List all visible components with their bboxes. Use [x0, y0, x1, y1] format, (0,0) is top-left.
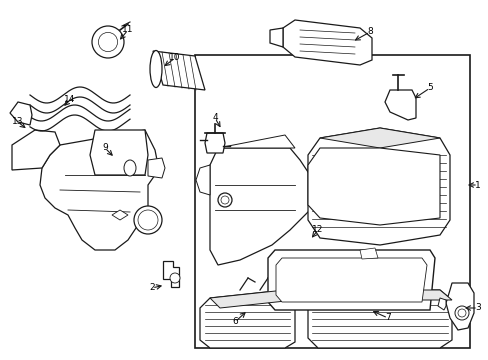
Polygon shape — [269, 28, 283, 47]
Polygon shape — [209, 148, 309, 265]
Text: 5: 5 — [426, 84, 432, 93]
Text: 14: 14 — [64, 95, 76, 104]
Text: 2: 2 — [149, 284, 155, 292]
Polygon shape — [148, 158, 164, 178]
Polygon shape — [200, 290, 294, 348]
Polygon shape — [437, 298, 445, 310]
Text: 4: 4 — [212, 113, 217, 122]
Polygon shape — [307, 290, 451, 348]
Circle shape — [221, 196, 228, 204]
Polygon shape — [112, 210, 128, 220]
Polygon shape — [40, 130, 158, 250]
Text: 7: 7 — [385, 314, 390, 323]
Polygon shape — [90, 130, 148, 175]
Text: 10: 10 — [169, 54, 181, 63]
Circle shape — [138, 210, 158, 230]
Text: 13: 13 — [12, 117, 24, 126]
Polygon shape — [384, 90, 415, 120]
Circle shape — [92, 26, 124, 58]
Text: 1: 1 — [474, 180, 480, 189]
Ellipse shape — [150, 50, 162, 87]
Circle shape — [218, 193, 231, 207]
Polygon shape — [209, 290, 294, 308]
Text: 11: 11 — [122, 26, 134, 35]
Circle shape — [134, 206, 162, 234]
Polygon shape — [307, 128, 449, 245]
Polygon shape — [196, 165, 209, 195]
Circle shape — [457, 309, 465, 317]
Ellipse shape — [124, 160, 136, 176]
Polygon shape — [163, 261, 179, 287]
Text: 6: 6 — [232, 318, 237, 327]
Circle shape — [98, 32, 117, 51]
Polygon shape — [204, 133, 224, 153]
Circle shape — [170, 273, 180, 283]
Polygon shape — [10, 102, 32, 125]
Polygon shape — [218, 135, 294, 148]
Polygon shape — [153, 51, 204, 90]
Polygon shape — [12, 130, 60, 170]
Polygon shape — [275, 258, 426, 302]
Polygon shape — [319, 128, 439, 148]
Polygon shape — [359, 248, 377, 259]
Polygon shape — [307, 148, 439, 225]
Polygon shape — [445, 283, 473, 330]
Polygon shape — [267, 250, 434, 310]
Text: 8: 8 — [366, 27, 372, 36]
Circle shape — [454, 306, 468, 320]
Text: 3: 3 — [474, 303, 480, 312]
Polygon shape — [317, 290, 451, 300]
Bar — [195, 55, 469, 348]
Text: 9: 9 — [102, 144, 108, 153]
Polygon shape — [283, 20, 371, 65]
Text: 12: 12 — [312, 225, 323, 234]
